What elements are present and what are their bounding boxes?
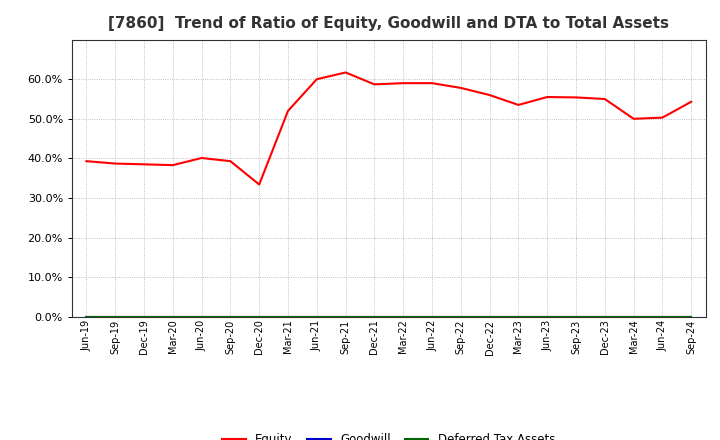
Title: [7860]  Trend of Ratio of Equity, Goodwill and DTA to Total Assets: [7860] Trend of Ratio of Equity, Goodwil… (108, 16, 670, 32)
Equity (514, 102, 523, 107)
Equity (312, 77, 321, 82)
Equity (82, 158, 91, 164)
Goodwill (82, 314, 91, 319)
Goodwill (140, 314, 148, 319)
Goodwill (514, 314, 523, 319)
Goodwill (370, 314, 379, 319)
Deferred Tax Assets (658, 314, 667, 319)
Equity (341, 70, 350, 75)
Deferred Tax Assets (82, 314, 91, 319)
Deferred Tax Assets (168, 314, 177, 319)
Deferred Tax Assets (456, 314, 465, 319)
Deferred Tax Assets (226, 314, 235, 319)
Goodwill (312, 314, 321, 319)
Deferred Tax Assets (370, 314, 379, 319)
Deferred Tax Assets (543, 314, 552, 319)
Goodwill (572, 314, 580, 319)
Goodwill (341, 314, 350, 319)
Equity (284, 108, 292, 114)
Goodwill (456, 314, 465, 319)
Goodwill (428, 314, 436, 319)
Goodwill (255, 314, 264, 319)
Deferred Tax Assets (514, 314, 523, 319)
Deferred Tax Assets (140, 314, 148, 319)
Legend: Equity, Goodwill, Deferred Tax Assets: Equity, Goodwill, Deferred Tax Assets (217, 428, 560, 440)
Equity (140, 161, 148, 167)
Deferred Tax Assets (255, 314, 264, 319)
Equity (428, 81, 436, 86)
Equity (197, 155, 206, 161)
Goodwill (543, 314, 552, 319)
Equity (111, 161, 120, 166)
Equity (687, 99, 696, 104)
Deferred Tax Assets (428, 314, 436, 319)
Goodwill (284, 314, 292, 319)
Equity (629, 116, 638, 121)
Goodwill (687, 314, 696, 319)
Equity (543, 94, 552, 99)
Deferred Tax Assets (687, 314, 696, 319)
Goodwill (399, 314, 408, 319)
Equity (456, 85, 465, 91)
Goodwill (629, 314, 638, 319)
Equity (226, 158, 235, 164)
Equity (600, 96, 609, 102)
Equity (485, 92, 494, 98)
Equity (255, 182, 264, 187)
Deferred Tax Assets (284, 314, 292, 319)
Goodwill (600, 314, 609, 319)
Line: Equity: Equity (86, 73, 691, 184)
Deferred Tax Assets (399, 314, 408, 319)
Deferred Tax Assets (600, 314, 609, 319)
Equity (572, 95, 580, 100)
Goodwill (111, 314, 120, 319)
Goodwill (658, 314, 667, 319)
Deferred Tax Assets (341, 314, 350, 319)
Goodwill (197, 314, 206, 319)
Deferred Tax Assets (111, 314, 120, 319)
Equity (399, 81, 408, 86)
Equity (370, 82, 379, 87)
Equity (658, 115, 667, 120)
Deferred Tax Assets (197, 314, 206, 319)
Deferred Tax Assets (312, 314, 321, 319)
Deferred Tax Assets (572, 314, 580, 319)
Deferred Tax Assets (629, 314, 638, 319)
Goodwill (226, 314, 235, 319)
Deferred Tax Assets (485, 314, 494, 319)
Goodwill (485, 314, 494, 319)
Goodwill (168, 314, 177, 319)
Equity (168, 162, 177, 168)
